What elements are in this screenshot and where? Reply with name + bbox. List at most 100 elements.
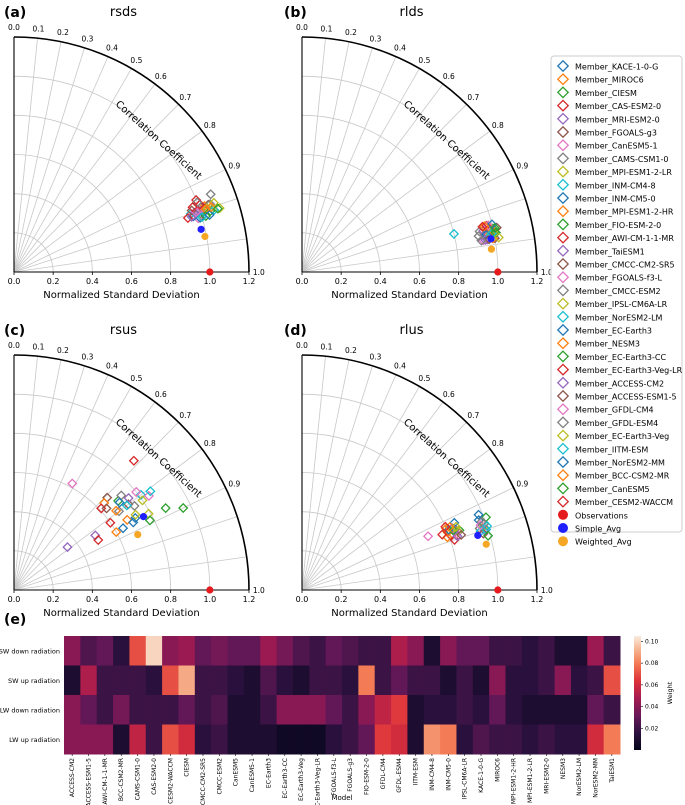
colorbar-tick-label: 0.06 <box>645 682 659 689</box>
corr-tick-label: 0.1 <box>321 24 333 33</box>
corr-gridline <box>13 448 203 591</box>
legend-member-marker <box>556 482 570 495</box>
heatmap-cell <box>505 636 523 666</box>
legend-member-label: Member_EC-Earth3 <box>575 327 652 336</box>
corr-gridline <box>13 365 85 591</box>
heatmap-cell <box>374 724 392 755</box>
legend-member-label: Member_AWI-CM-1-1-MR <box>575 234 674 243</box>
corr-gridline <box>13 374 109 591</box>
legend-member-label: Member_INM-CM5-0 <box>575 195 656 204</box>
heatmap-col-label: NorESM2-MM <box>592 758 599 798</box>
std-gridline <box>301 154 420 273</box>
heatmap-cell <box>194 636 212 666</box>
panel-label: (b) <box>284 5 307 21</box>
member-marker <box>187 202 198 213</box>
corr-tick-label: 0.3 <box>81 34 93 43</box>
member-marker <box>205 189 216 200</box>
heatmap-cell <box>194 695 212 725</box>
heatmap-cell <box>80 665 98 696</box>
member-marker <box>493 232 504 243</box>
legend-member-label: Member_IITM-ESM <box>575 445 648 454</box>
heatmap-cell <box>472 636 490 666</box>
heatmap-cell <box>96 665 114 696</box>
std-tick-label: 0.0 <box>296 277 309 286</box>
panel-label: (a) <box>4 5 26 21</box>
corr-tick-label: 0.7 <box>179 93 191 102</box>
colorbar-tick-label: 0.08 <box>645 660 659 667</box>
corr-tick-label: 0.5 <box>130 374 142 383</box>
heatmap-cell <box>603 665 621 696</box>
std-tick-label: 1.2 <box>531 595 544 604</box>
legend-member-label: Member_CMCC-ESM2 <box>575 287 661 296</box>
legend-member-marker <box>556 323 570 337</box>
member-marker <box>113 506 125 517</box>
corr-gridline <box>13 130 203 273</box>
heatmap-col-label: MPI-ESM1-2-HR <box>511 758 518 804</box>
heatmap-cell <box>276 665 294 696</box>
heatmap-cell <box>211 665 229 696</box>
heatmap-cell <box>145 695 163 725</box>
member-marker <box>437 529 448 540</box>
legend-member-label: Member_NESM3 <box>575 340 640 349</box>
member-marker <box>144 515 156 526</box>
legend-member-marker <box>556 125 570 139</box>
heatmap-cell <box>391 665 408 696</box>
std-tick-label: 0.6 <box>125 595 138 604</box>
legend-member-label: Member_MPI-ESM1-2-LR <box>575 168 672 177</box>
legend-observations-marker <box>558 509 568 520</box>
corr-tick-label: 0.7 <box>467 411 479 420</box>
std-gridline <box>13 114 172 273</box>
heatmap-cell <box>178 665 196 696</box>
legend-member-marker <box>556 310 570 323</box>
panel-title: rsus <box>110 323 137 338</box>
std-gridline <box>301 393 499 591</box>
member-marker <box>105 517 116 528</box>
simple-avg-marker <box>139 513 148 521</box>
heatmap-cell <box>505 665 523 696</box>
member-marker <box>449 534 460 545</box>
heatmap-cell <box>440 695 457 725</box>
corr-tick-label: 0.8 <box>492 439 504 448</box>
heatmap-col-label: CESM2-WACCM <box>167 758 174 804</box>
heatmap-cell <box>129 665 147 696</box>
member-marker <box>444 521 455 533</box>
member-marker <box>130 509 141 520</box>
heatmap-cell <box>570 665 588 696</box>
corr-gridline <box>301 401 444 591</box>
heatmap-cell <box>603 636 621 666</box>
heatmap-cell <box>342 636 359 666</box>
legend-member-marker <box>556 284 570 297</box>
heatmap-col-label: CMCC-CM2-SR5 <box>200 758 207 805</box>
heatmap-col-label: TaiESM1 <box>609 758 616 784</box>
heatmap-cell <box>325 665 343 696</box>
std-tick-label: 0.8 <box>164 277 177 286</box>
taylor-panel-rsds: 0.0 0.2 0.4 0.6 0.8 1.0 1.20.0 0.1 0.20.30.40.50… <box>4 5 265 301</box>
heatmap-col-label: EC-Earth3-CC <box>282 758 289 799</box>
corr-tick-label: 0.0 <box>8 341 20 350</box>
member-marker <box>478 528 489 539</box>
std-tick-label: 1.2 <box>243 595 256 604</box>
heatmap-cell <box>554 695 572 725</box>
corr-gridline <box>13 103 179 273</box>
corr-gridline <box>13 169 226 273</box>
heatmap-cell <box>96 636 114 666</box>
heatmap-col-label: IPSL-CM6A-LR <box>462 758 469 799</box>
legend-member-marker <box>556 231 570 244</box>
corr-gridline <box>301 356 326 591</box>
heatmap-cell <box>113 665 130 696</box>
std-tick-label: 0.2 <box>335 277 348 286</box>
corr-gridline <box>301 169 514 273</box>
heatmap-cell <box>342 665 359 696</box>
heatmap-row-label: SW down radiation <box>0 647 60 655</box>
member-marker <box>475 520 486 531</box>
taylor-panel-rsus: 0.0 0.2 0.4 0.6 0.8 1.0 1.20.0 0.1 0.20.30.40.50… <box>4 323 265 619</box>
legend-member-label: Member_FGOALS-g3 <box>575 129 657 138</box>
legend-member-marker <box>556 297 570 310</box>
heatmap-cell <box>587 636 605 666</box>
legend-member-marker <box>556 139 570 152</box>
heatmap-cell <box>521 665 539 696</box>
std-tick-label: 1.0 <box>203 595 216 604</box>
legend-member-marker <box>556 73 570 86</box>
std-tick-label: 1.2 <box>531 277 544 286</box>
legend-member-label: Member_CAS-ESM2-0 <box>575 102 661 111</box>
